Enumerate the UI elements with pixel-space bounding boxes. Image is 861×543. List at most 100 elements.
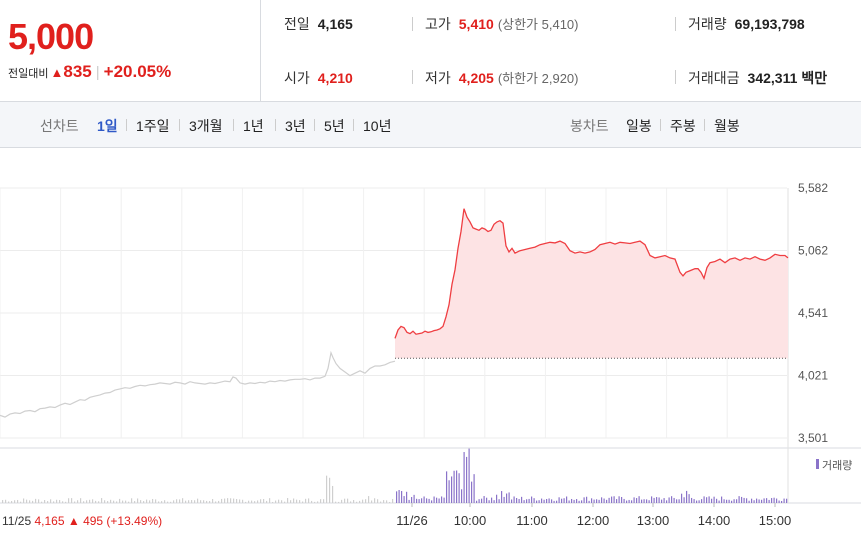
volume-bar-today (726, 499, 728, 503)
volume-bar-prev (269, 498, 271, 503)
prev-change: 495 (80, 514, 104, 528)
volume-bar-prev (290, 500, 292, 503)
volume-bar-prev (35, 498, 37, 503)
volume-bar-prev (137, 498, 139, 503)
volume-bar-today (573, 499, 575, 503)
y-axis-ticks: 5,582 5,062 4,541 4,021 3,501 (798, 181, 828, 445)
volume-bar-today (753, 500, 755, 503)
divider (233, 119, 234, 131)
volume-bar-today (548, 498, 550, 503)
change-value: 835 (63, 62, 92, 81)
volume-bar-prev (119, 498, 121, 503)
volume-bar-prev (323, 499, 325, 503)
volume-bar-today (693, 499, 695, 503)
volume-bar-today (731, 500, 733, 503)
price-chart: 5,582 5,062 4,541 4,021 3,501 거래량 11/26 10:00… (0, 181, 861, 528)
volume-bar-prev (278, 499, 280, 503)
volume-bar-today (776, 498, 778, 503)
period-5y[interactable]: 5년 (324, 118, 345, 134)
volume-bar-prev (380, 501, 382, 503)
candle-monthly[interactable]: 월봉 (714, 118, 740, 134)
volume-bar-today (678, 499, 680, 503)
period-10y[interactable]: 10년 (363, 118, 392, 134)
volume-bar-prev (275, 500, 277, 503)
volume-bar-today (538, 500, 540, 503)
volume-bar-prev (215, 501, 217, 503)
volume-bar-prev (110, 499, 112, 503)
volume-bar-today (568, 500, 570, 503)
volume-legend-label: 거래량 (822, 459, 852, 472)
volume-bar-prev (212, 499, 214, 503)
volume-bar-prev (230, 498, 232, 503)
period-1d[interactable]: 1일 (97, 118, 118, 134)
volume-bar-prev (302, 501, 304, 503)
volume-bar-today (646, 499, 648, 503)
volume-bar-today (748, 500, 750, 503)
volume-bar-today (571, 498, 573, 503)
volume-bar-today (766, 498, 768, 503)
volume-bars: 거래량 (2, 448, 852, 503)
prev-close-value: 4,165 (317, 16, 353, 32)
period-3m[interactable]: 3개월 (189, 118, 223, 134)
volume-bar-today (533, 498, 535, 503)
change-percent: +20.05% (103, 62, 172, 81)
x-tick-label: 11/26 (396, 513, 428, 528)
volume-bar-today (771, 498, 773, 503)
volume-bar-prev (326, 475, 328, 503)
volume-bar-prev (143, 501, 145, 503)
period-3y[interactable]: 3년 (285, 118, 306, 134)
volume-bar-today (738, 496, 740, 503)
volume-bar-today (601, 497, 603, 503)
prev-day-line (0, 350, 396, 418)
volume-bar-today (431, 500, 433, 503)
volume-bar-today (603, 498, 605, 503)
candle-weekly[interactable]: 주봉 (670, 118, 696, 134)
volume-bar-today (513, 496, 515, 503)
volume-bar-today (703, 496, 705, 503)
volume-bar-prev (329, 477, 331, 503)
volume-bar-today (606, 499, 608, 503)
volume-bar-prev (29, 500, 31, 503)
divider (126, 119, 127, 131)
change-row: 전일대비 ▲835 | +20.05% (8, 62, 171, 82)
volume-bar-prev (200, 500, 202, 503)
volume-bar-today (683, 497, 685, 503)
volume-bar-today (676, 499, 678, 503)
volume-bar-prev (257, 500, 259, 503)
volume-bar-today (506, 493, 508, 503)
volume-bar-today (721, 496, 723, 503)
volume-bar-today (761, 499, 763, 503)
x-tick-label: 11:00 (516, 513, 548, 528)
volume-bar-prev (248, 500, 250, 503)
low-value: 4,205 (458, 70, 494, 86)
volume-bar-today (468, 448, 470, 503)
volume-bar-today (781, 500, 783, 503)
high-label: 고가 (425, 16, 451, 32)
volume-bar-prev (140, 500, 142, 503)
volume-bar-today (478, 499, 480, 503)
candle-daily[interactable]: 일봉 (626, 118, 652, 134)
volume-bar-prev (251, 500, 253, 503)
volume-bar-today (511, 499, 513, 503)
period-1w[interactable]: 1주일 (136, 118, 170, 134)
volume-bar-prev (62, 501, 64, 503)
prev-close: 4,165 (31, 514, 65, 528)
low-label: 저가 (425, 70, 451, 86)
volume-bar-today (658, 497, 660, 503)
volume-bar-prev (77, 500, 79, 503)
volume-bar-today (641, 499, 643, 503)
volume-bar-today (521, 496, 523, 503)
volume-bar-today (741, 496, 743, 503)
volume-bar-prev (263, 499, 265, 503)
volume-bar-today (563, 498, 565, 503)
volume-bar-today (591, 498, 593, 503)
candle-chart-label: 봉차트 (570, 118, 609, 134)
volume-bar-today (438, 498, 440, 503)
volume-bar-prev (368, 496, 370, 503)
volume-bar-today (501, 491, 503, 503)
period-1y[interactable]: 1년 (243, 118, 264, 134)
volume-bar-today (713, 496, 715, 503)
volume-bar-today (686, 490, 688, 503)
volume-bar-prev (116, 501, 118, 503)
